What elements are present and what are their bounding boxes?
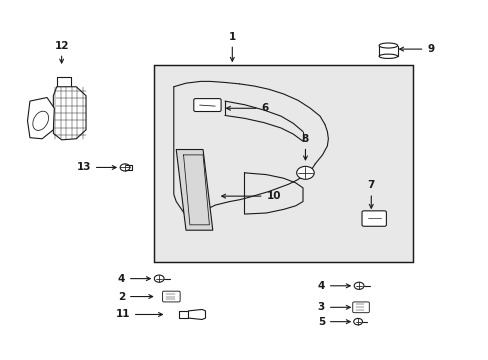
Circle shape [353, 282, 363, 289]
Text: 3: 3 [317, 302, 349, 312]
FancyBboxPatch shape [352, 302, 368, 313]
Polygon shape [176, 149, 212, 230]
Text: 4: 4 [317, 281, 349, 291]
Text: 5: 5 [317, 317, 349, 327]
Text: 8: 8 [301, 134, 308, 160]
Text: 4: 4 [118, 274, 150, 284]
Text: 1: 1 [228, 32, 235, 61]
Polygon shape [27, 98, 54, 139]
FancyBboxPatch shape [162, 291, 180, 302]
Circle shape [154, 275, 163, 282]
Text: 6: 6 [226, 103, 268, 113]
Text: 9: 9 [399, 44, 434, 54]
Ellipse shape [33, 111, 48, 130]
Ellipse shape [378, 54, 397, 58]
FancyBboxPatch shape [361, 211, 386, 226]
Text: 12: 12 [54, 41, 69, 63]
Circle shape [120, 164, 130, 171]
Text: 10: 10 [221, 191, 281, 201]
Text: 7: 7 [367, 180, 374, 208]
Bar [154, 65, 412, 262]
Polygon shape [53, 87, 86, 140]
Text: 13: 13 [76, 162, 116, 172]
Text: 2: 2 [118, 292, 152, 302]
Circle shape [296, 166, 314, 179]
Text: 11: 11 [115, 310, 162, 319]
FancyBboxPatch shape [193, 99, 221, 112]
Circle shape [353, 319, 362, 325]
Ellipse shape [378, 43, 397, 48]
